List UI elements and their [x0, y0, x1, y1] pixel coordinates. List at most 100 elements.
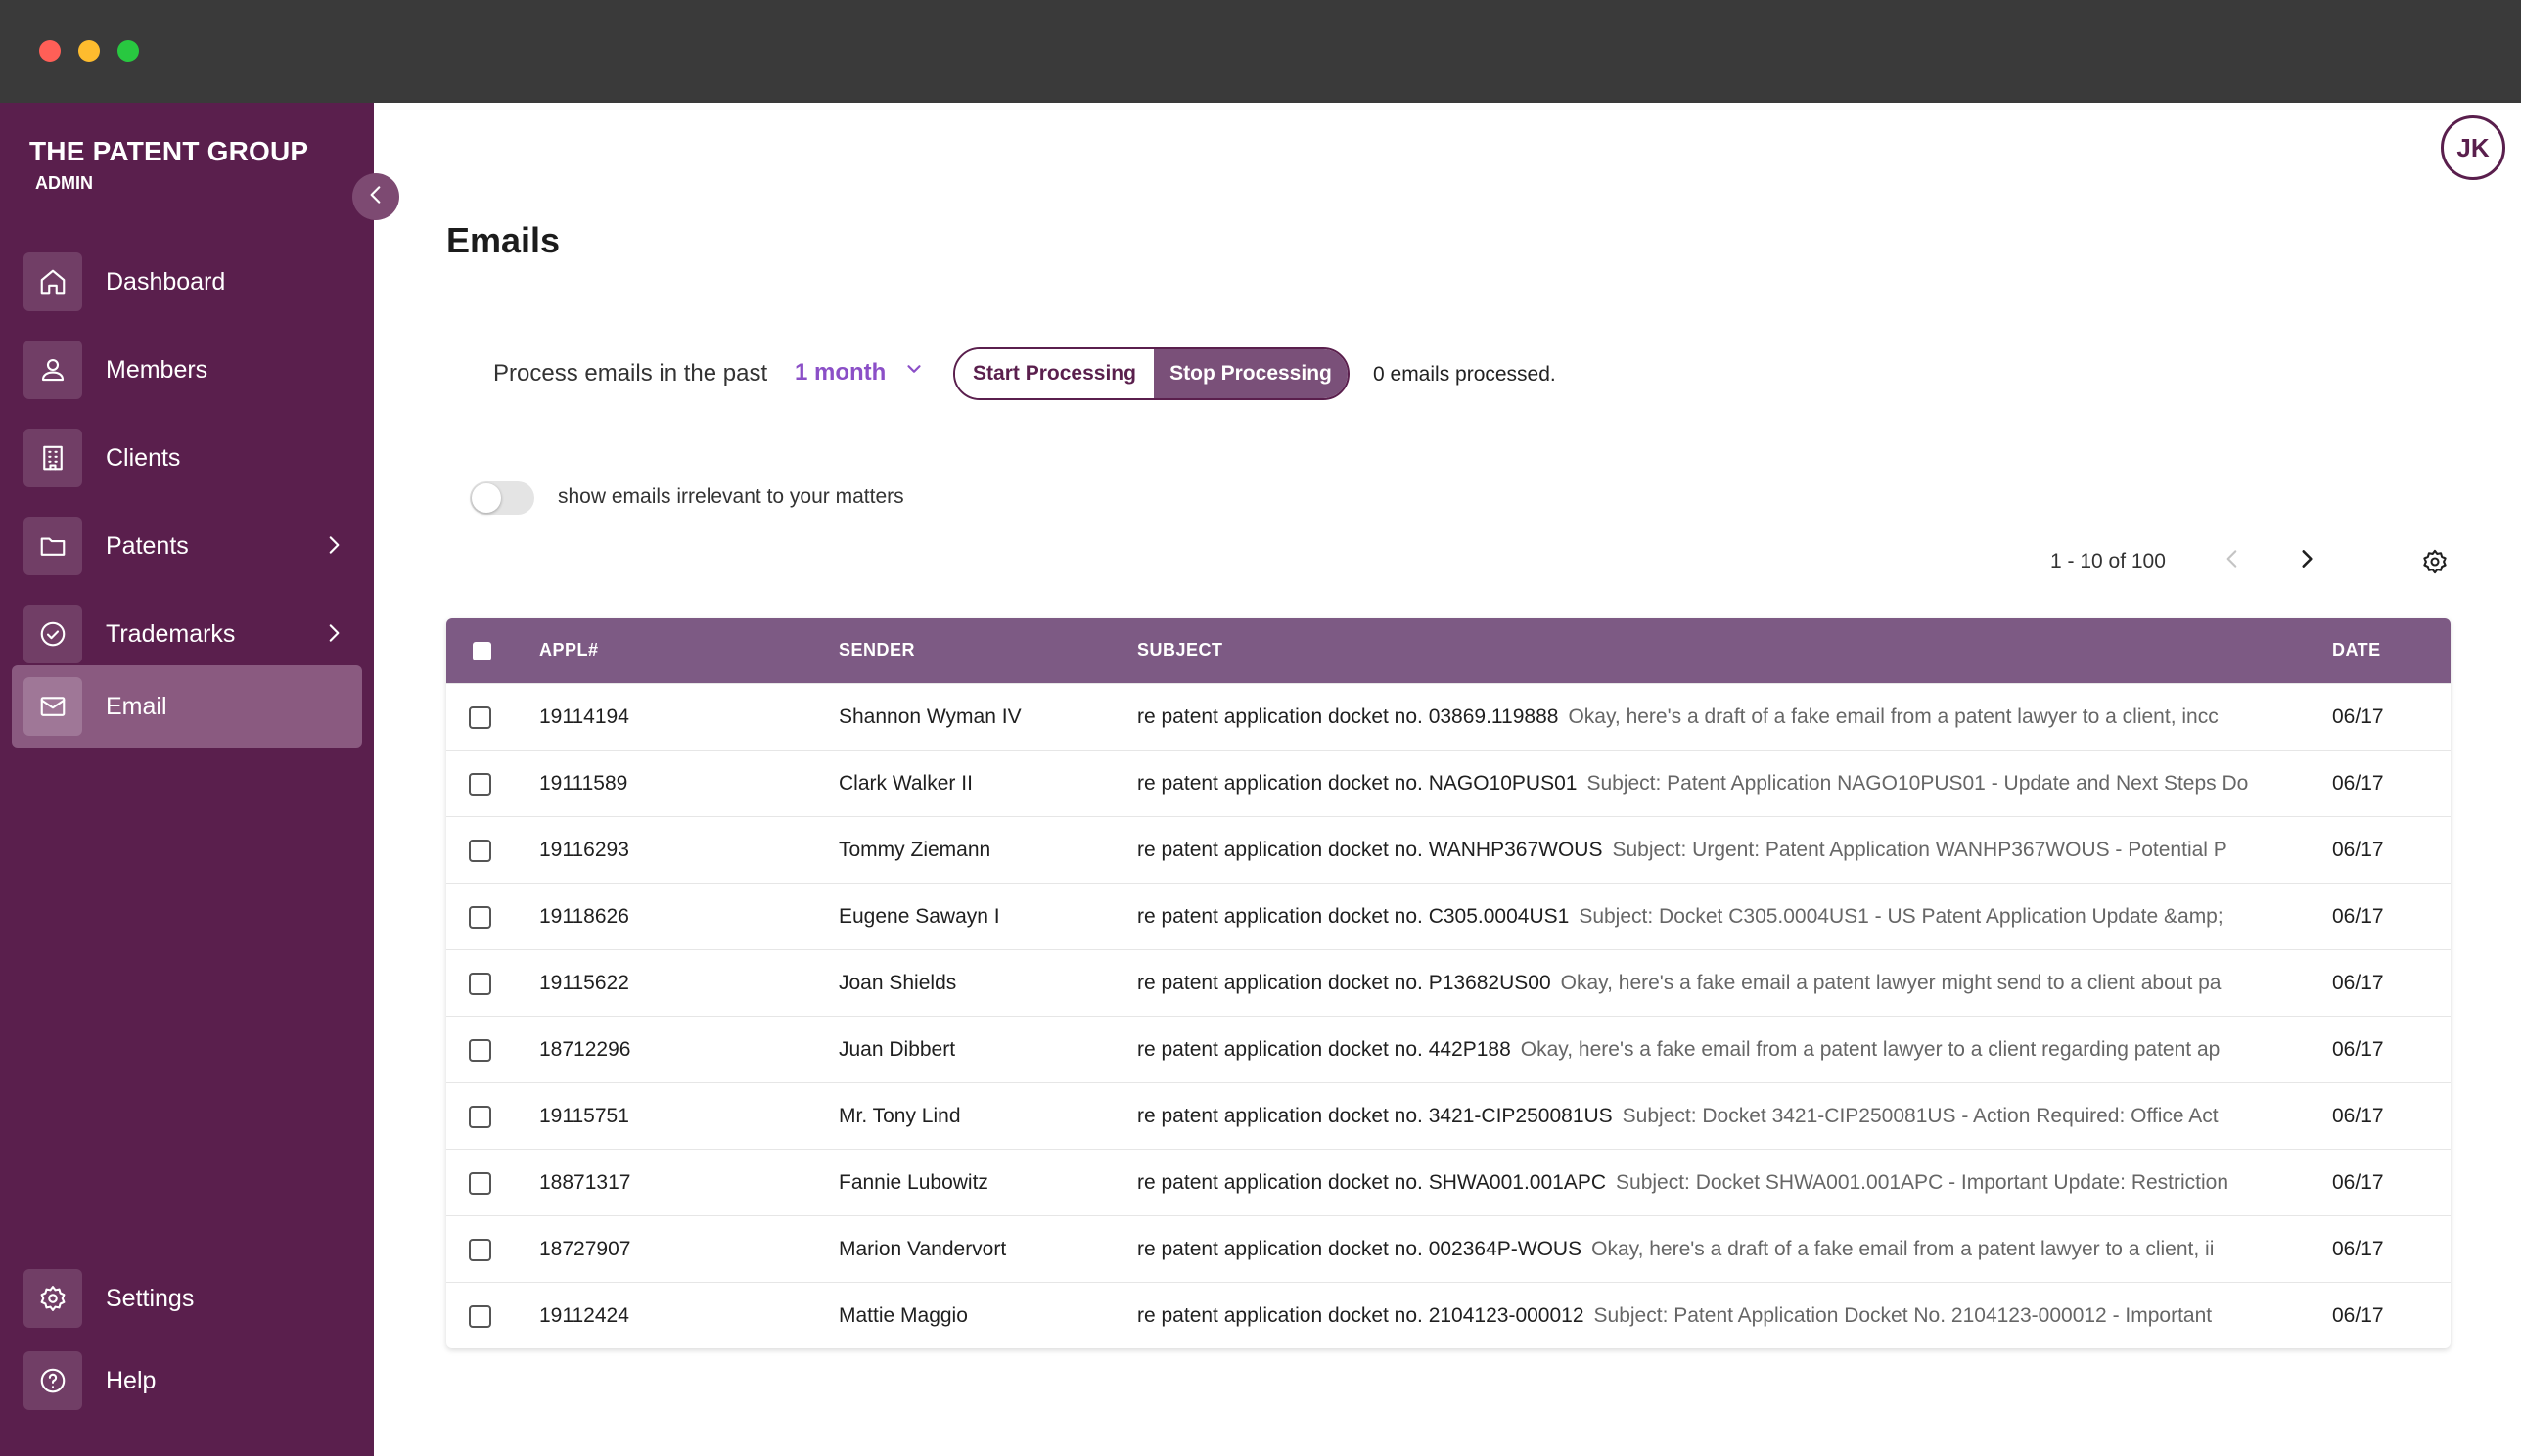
window-maximize-button[interactable]: [117, 40, 139, 62]
email-preview: Okay, here's a fake email from a patent …: [1520, 1038, 2221, 1061]
column-header-subject[interactable]: SUBJECT: [1137, 640, 1223, 660]
email-preview: Subject: Patent Application Docket No. 2…: [1593, 1304, 2213, 1327]
next-page-button[interactable]: [2294, 546, 2319, 576]
sidebar-item-dashboard[interactable]: Dashboard: [12, 241, 362, 323]
irrelevant-emails-toggle[interactable]: [470, 481, 534, 515]
sender-name: Shannon Wyman IV: [839, 705, 1022, 728]
table-row[interactable]: 19115622 Joan Shields re patent applicat…: [446, 949, 2451, 1016]
row-checkbox[interactable]: [469, 1106, 491, 1128]
column-header-sender[interactable]: SENDER: [839, 640, 916, 660]
sidebar-item-settings[interactable]: Settings: [12, 1257, 362, 1340]
emails-table: APPL# SENDER SUBJECT DATE 19114194 Shann…: [446, 618, 2451, 1348]
sidebar-item-clients[interactable]: Clients: [12, 417, 362, 499]
sidebar-item-patents[interactable]: Patents: [12, 505, 362, 587]
previous-page-button[interactable]: [2220, 546, 2245, 576]
chevron-down-icon: [903, 358, 925, 387]
window-minimize-button[interactable]: [78, 40, 100, 62]
sender-name: Eugene Sawayn I: [839, 905, 1000, 928]
gear-icon: [23, 1269, 82, 1328]
row-checkbox[interactable]: [469, 840, 491, 862]
column-header-appl[interactable]: APPL#: [539, 640, 599, 660]
appl-number: 19114194: [539, 705, 629, 728]
collapse-sidebar-button[interactable]: [352, 173, 399, 220]
email-date: 06/17: [2332, 839, 2384, 861]
sender-name: Clark Walker II: [839, 772, 973, 795]
email-date: 06/17: [2332, 1105, 2384, 1127]
chevron-right-icon: [2294, 550, 2319, 575]
start-processing-button[interactable]: Start Processing: [955, 349, 1154, 398]
email-date: 06/17: [2332, 972, 2384, 994]
users-icon: [23, 341, 82, 399]
sidebar-item-label: Help: [106, 1366, 157, 1394]
email-preview: Okay, here's a draft of a fake email fro…: [1591, 1238, 2215, 1260]
email-date: 06/17: [2332, 905, 2384, 928]
email-preview: Okay, here's a draft of a fake email fro…: [1568, 705, 2219, 728]
pagination-range: 1 - 10 of 100: [2050, 550, 2166, 572]
appl-number: 19118626: [539, 905, 629, 928]
brand-name: THE PATENT GROUP: [29, 136, 309, 166]
appl-number: 18727907: [539, 1238, 631, 1260]
row-checkbox[interactable]: [469, 1172, 491, 1195]
table-row[interactable]: 19116293 Tommy Ziemann re patent applica…: [446, 816, 2451, 883]
help-circle-icon: [23, 1351, 82, 1410]
column-header-date[interactable]: DATE: [2332, 640, 2381, 660]
appl-number: 19115622: [539, 972, 629, 994]
row-checkbox[interactable]: [469, 1039, 491, 1062]
email-date: 06/17: [2332, 1238, 2384, 1260]
subject-cell: re patent application docket no. NAGO10P…: [1137, 772, 2292, 796]
row-checkbox[interactable]: [469, 973, 491, 995]
sidebar-item-label: Settings: [106, 1284, 195, 1312]
subject-cell: re patent application docket no. C305.00…: [1137, 905, 2292, 929]
home-icon: [23, 252, 82, 311]
email-date: 06/17: [2332, 705, 2384, 728]
row-checkbox[interactable]: [469, 773, 491, 796]
table-row[interactable]: 19115751 Mr. Tony Lind re patent applica…: [446, 1082, 2451, 1149]
sidebar-item-members[interactable]: Members: [12, 329, 362, 411]
table-row[interactable]: 18871317 Fannie Lubowitz re patent appli…: [446, 1149, 2451, 1215]
email-date: 06/17: [2332, 1038, 2384, 1061]
table-row[interactable]: 19118626 Eugene Sawayn I re patent appli…: [446, 883, 2451, 949]
sidebar-item-label: Members: [106, 355, 208, 384]
subject-cell: re patent application docket no. 2104123…: [1137, 1304, 2292, 1328]
row-checkbox[interactable]: [469, 1305, 491, 1328]
email-preview: Subject: Urgent: Patent Application WANH…: [1612, 839, 2227, 861]
subject-text: re patent application docket no. WANHP36…: [1137, 839, 1603, 861]
sidebar-item-help[interactable]: Help: [12, 1340, 362, 1422]
email-date: 06/17: [2332, 772, 2384, 795]
row-checkbox[interactable]: [469, 906, 491, 929]
period-select[interactable]: 1 month: [795, 358, 925, 387]
table-row[interactable]: 18727907 Marion Vandervort re patent app…: [446, 1215, 2451, 1282]
processed-status: 0 emails processed.: [1373, 363, 1556, 386]
select-all-checkbox[interactable]: [473, 642, 491, 660]
sender-name: Mattie Maggio: [839, 1304, 968, 1327]
sidebar-item-label: Email: [106, 692, 167, 720]
sender-name: Mr. Tony Lind: [839, 1105, 961, 1127]
table-row[interactable]: 19111589 Clark Walker II re patent appli…: [446, 750, 2451, 816]
subject-text: re patent application docket no. 3421-CI…: [1137, 1105, 1613, 1127]
appl-number: 19112424: [539, 1304, 629, 1327]
avatar[interactable]: JK: [2441, 115, 2505, 180]
email-preview: Subject: Docket 3421-CIP250081US - Actio…: [1622, 1105, 2219, 1127]
subject-text: re patent application docket no. 2104123…: [1137, 1304, 1584, 1327]
row-checkbox[interactable]: [469, 1239, 491, 1261]
sidebar-item-email[interactable]: Email: [12, 665, 362, 748]
subject-cell: re patent application docket no. 3421-CI…: [1137, 1105, 2292, 1128]
folder-icon: [23, 517, 82, 575]
table-row[interactable]: 19114194 Shannon Wyman IV re patent appl…: [446, 683, 2451, 750]
sidebar-item-trademarks[interactable]: Trademarks: [12, 593, 362, 675]
row-checkbox[interactable]: [469, 706, 491, 729]
window-close-button[interactable]: [39, 40, 61, 62]
subject-cell: re patent application docket no. WANHP36…: [1137, 839, 2292, 862]
sidebar-item-label: Clients: [106, 443, 181, 472]
subject-text: re patent application docket no. P13682U…: [1137, 972, 1551, 994]
subject-text: re patent application docket no. SHWA001…: [1137, 1171, 1607, 1194]
appl-number: 19116293: [539, 839, 629, 861]
table-settings-button[interactable]: [2421, 548, 2449, 580]
table-row[interactable]: 19112424 Mattie Maggio re patent applica…: [446, 1282, 2451, 1348]
table-row[interactable]: 18712296 Juan Dibbert re patent applicat…: [446, 1016, 2451, 1082]
sender-name: Tommy Ziemann: [839, 839, 991, 861]
appl-number: 19111589: [539, 772, 628, 795]
stop-processing-button[interactable]: Stop Processing: [1154, 349, 1348, 398]
toggle-knob: [472, 483, 501, 513]
email-date: 06/17: [2332, 1304, 2384, 1327]
